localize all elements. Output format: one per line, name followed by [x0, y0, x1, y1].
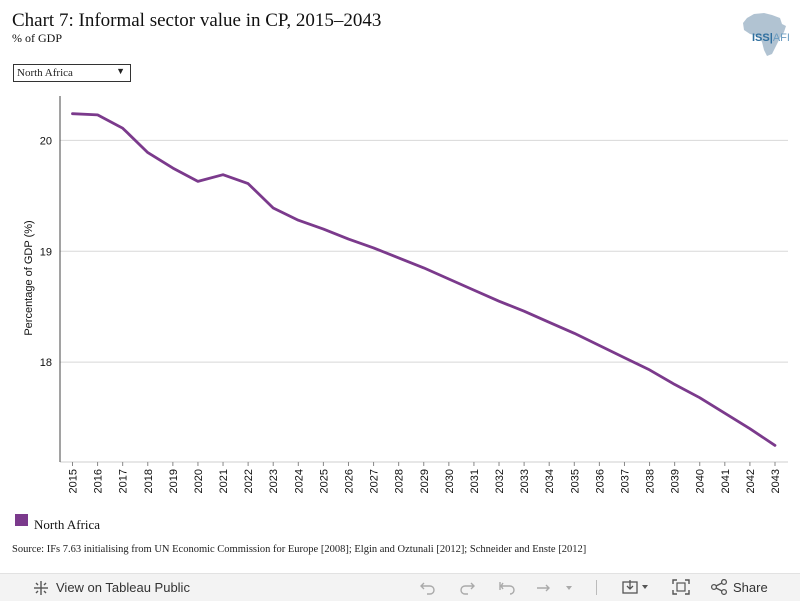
- x-tick-label: 2021: [218, 469, 230, 493]
- x-tick-label: 2035: [569, 469, 581, 493]
- legend-swatch: [15, 514, 28, 526]
- x-tick-label: 2020: [193, 469, 205, 493]
- x-tick-label: 2017: [118, 469, 130, 493]
- x-tick-label: 2022: [243, 469, 255, 493]
- x-tick-label: 2026: [343, 469, 355, 493]
- x-tick-label: 2032: [494, 469, 506, 493]
- y-tick-label: 19: [40, 246, 52, 258]
- undo-icon[interactable]: [418, 579, 438, 595]
- series-line-north-africa[interactable]: [71, 112, 777, 447]
- y-tick-label: 20: [40, 135, 52, 147]
- x-tick-label: 2027: [369, 469, 381, 493]
- x-tick-labels: 2015 2016 2017 2018 2019 2020 2021 2022 2023 2024…: [68, 462, 782, 493]
- x-tick-label: 2031: [469, 469, 481, 493]
- series-lines: [71, 112, 777, 447]
- toolbar-divider: [596, 580, 597, 595]
- revert-icon[interactable]: [497, 579, 517, 595]
- y-tick-labels: 18 19 20: [40, 135, 52, 369]
- chart-subtitle: % of GDP: [12, 31, 62, 45]
- x-tick-label: 2015: [68, 469, 80, 493]
- fullscreen-icon[interactable]: [672, 579, 690, 595]
- refresh-icon[interactable]: [535, 579, 575, 595]
- download-icon[interactable]: [622, 579, 652, 595]
- y-axis-label: Percentage of GDP (%): [23, 220, 35, 335]
- tableau-logo-icon: [34, 581, 48, 595]
- iss-afi-logo-text: ISS|AFI: [752, 32, 790, 44]
- africa-map-logo: [743, 13, 786, 56]
- share-button[interactable]: Share: [733, 580, 768, 595]
- x-tick-label: 2034: [544, 469, 556, 493]
- x-tick-label: 2033: [519, 469, 531, 493]
- x-tick-label: 2041: [720, 469, 732, 493]
- x-tick-label: 2039: [670, 469, 682, 493]
- chart-title: Chart 7: Informal sector value in CP, 20…: [12, 10, 382, 31]
- x-tick-label: 2040: [695, 469, 707, 493]
- tableau-toolbar: View on Tableau Public Share: [0, 573, 800, 601]
- x-tick-label: 2024: [293, 469, 305, 493]
- legend-label: North Africa: [34, 517, 101, 532]
- x-tick-label: 2038: [645, 469, 657, 493]
- x-tick-label: 2043: [770, 469, 782, 493]
- chevron-down-icon: ▼: [116, 66, 125, 76]
- x-tick-label: 2016: [93, 469, 105, 493]
- x-tick-label: 2025: [318, 469, 330, 493]
- source-note: Source: IFs 7.63 initialising from UN Ec…: [12, 544, 587, 555]
- x-tick-label: 2030: [444, 469, 456, 493]
- share-icon[interactable]: [710, 579, 728, 595]
- x-tick-label: 2018: [143, 469, 155, 493]
- x-tick-label: 2028: [394, 469, 406, 493]
- gridlines: [60, 139, 788, 463]
- x-tick-label: 2042: [745, 469, 757, 493]
- redo-icon[interactable]: [457, 579, 477, 595]
- x-tick-label: 2029: [419, 469, 431, 493]
- x-tick-label: 2037: [619, 469, 631, 493]
- region-filter-dropdown[interactable]: North Africa ▼: [13, 64, 131, 82]
- x-tick-label: 2023: [268, 469, 280, 493]
- view-on-tableau-link[interactable]: View on Tableau Public: [56, 580, 190, 595]
- x-tick-label: 2036: [594, 469, 606, 493]
- region-filter-value: North Africa: [17, 67, 73, 79]
- x-tick-label: 2019: [168, 469, 180, 493]
- y-tick-label: 18: [40, 357, 52, 369]
